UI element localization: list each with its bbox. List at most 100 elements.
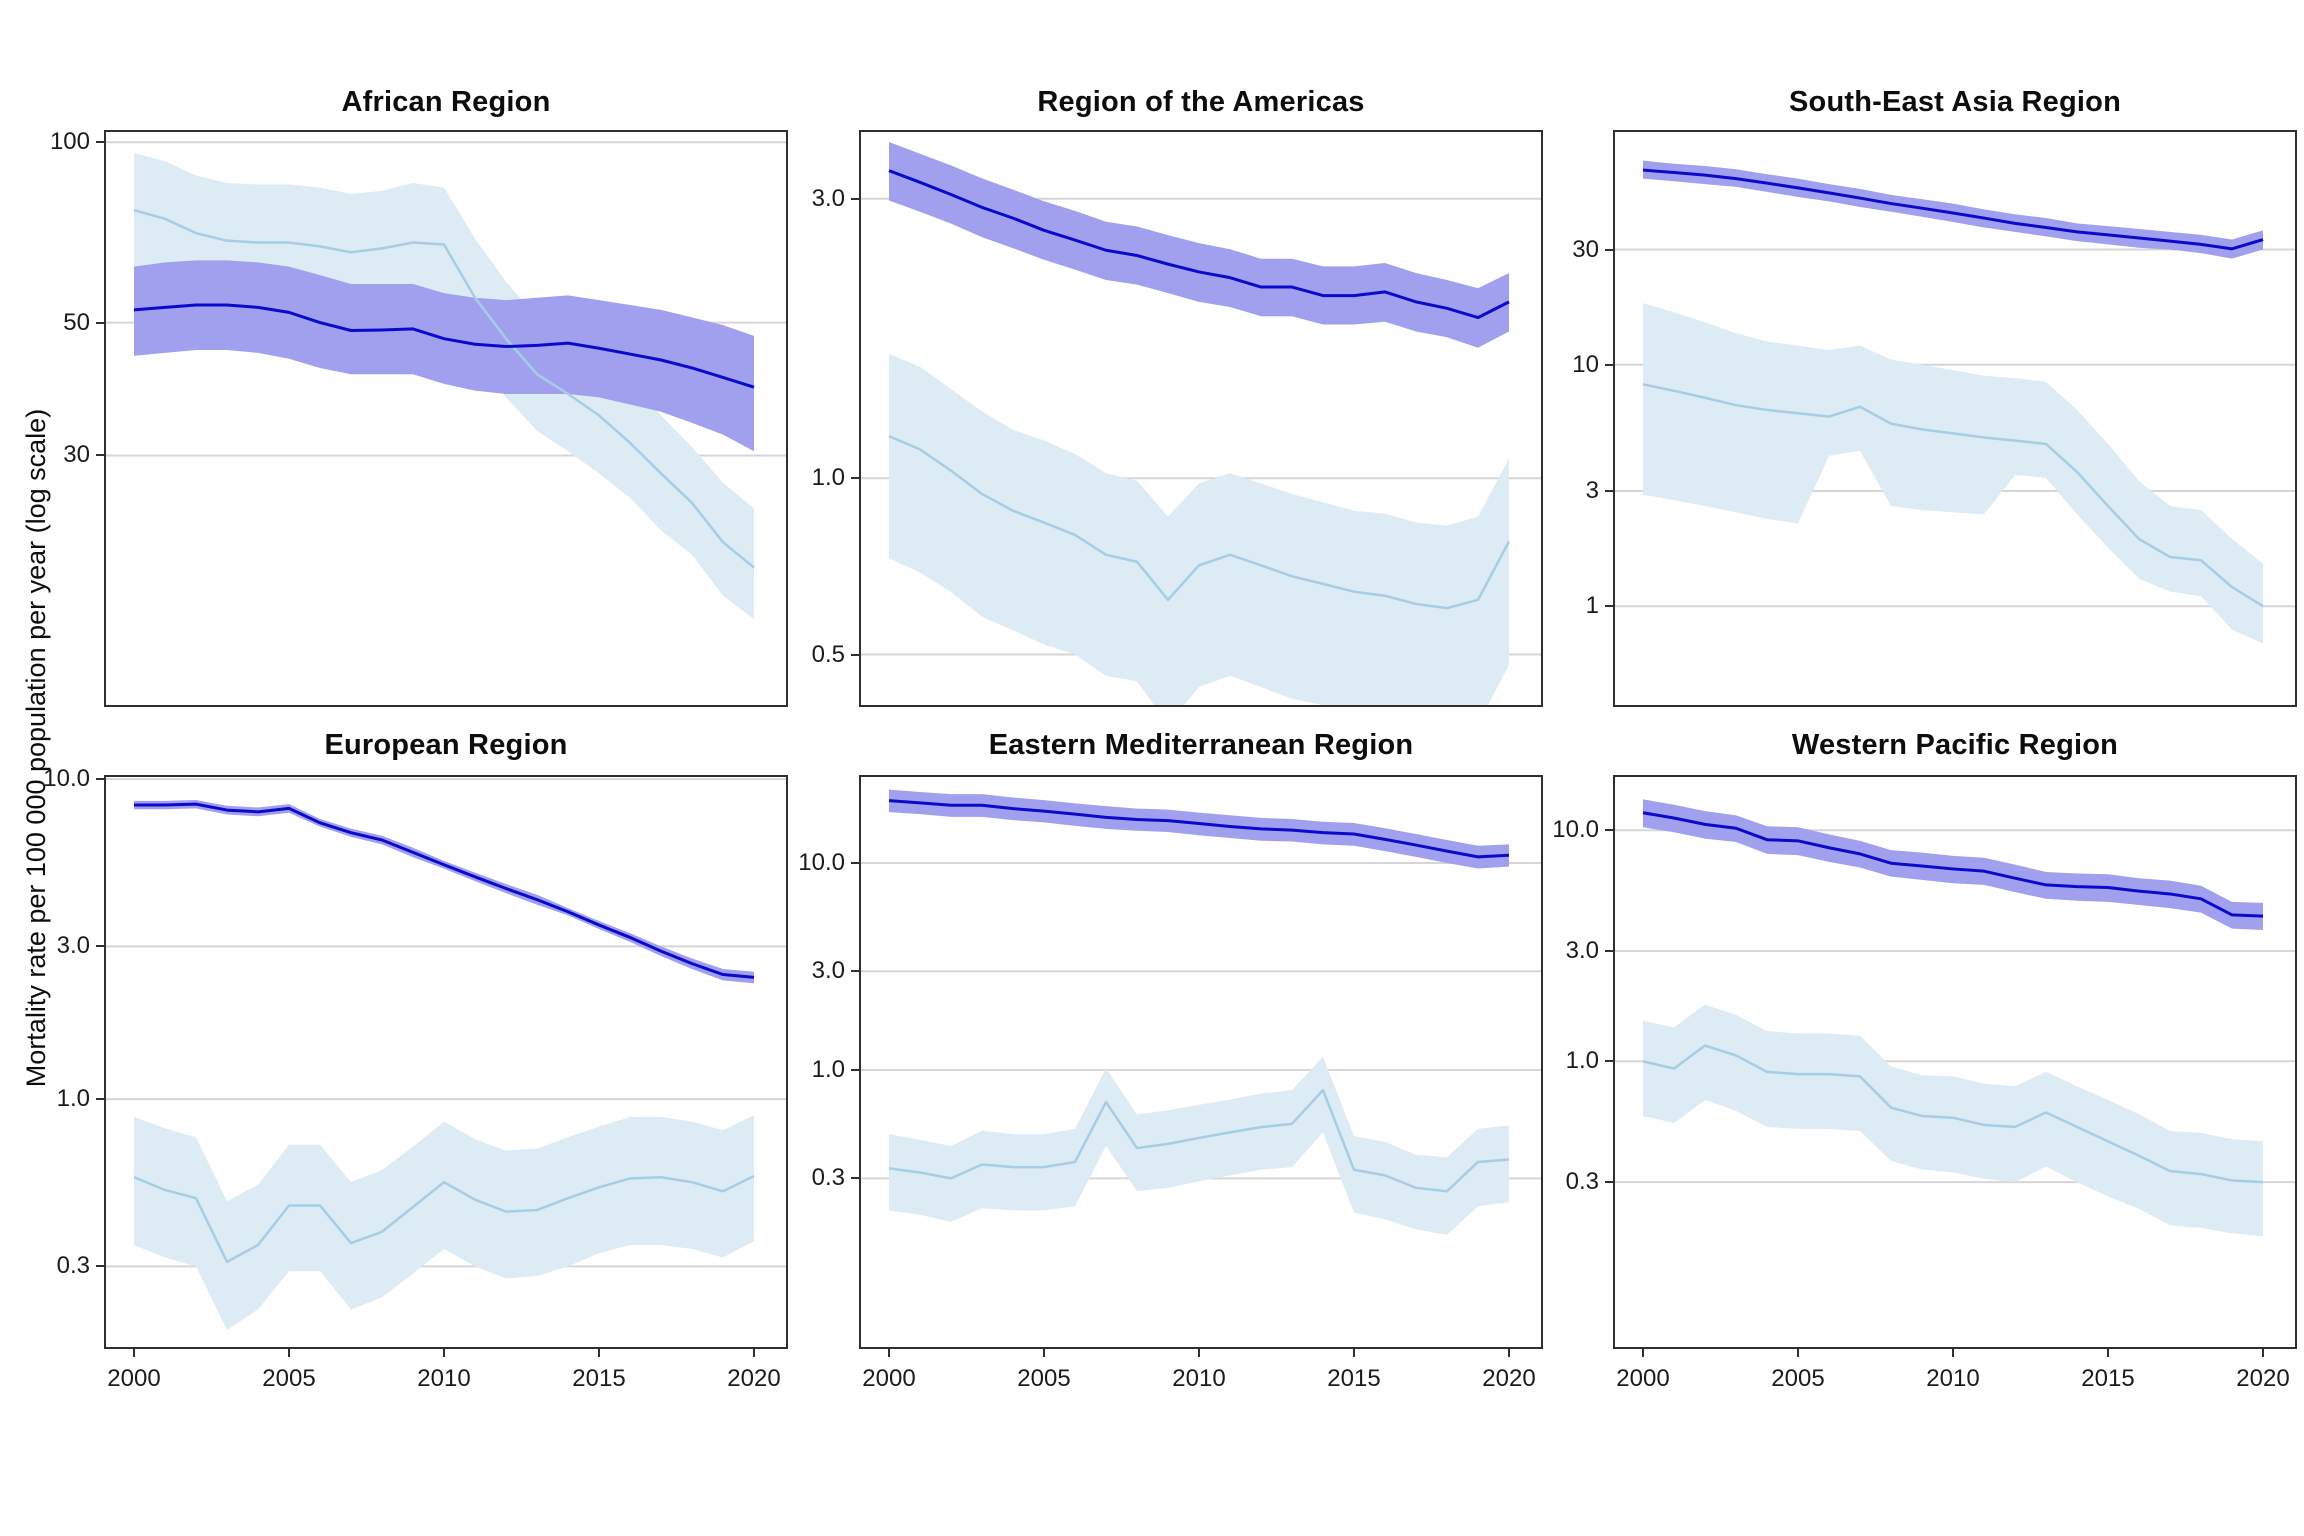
y-tick-mark — [1605, 950, 1613, 953]
y-tick-mark — [851, 197, 859, 200]
chart-title-african-region: African Region — [341, 86, 551, 118]
y-tick-label: 0.3 — [811, 1164, 845, 1192]
chart-title-eastern-mediterranean-region: Eastern Mediterranean Region — [988, 729, 1414, 761]
y-tick-label: 0.5 — [811, 640, 845, 668]
light-blue-estimate-band — [134, 1115, 754, 1330]
x-tick-label: 2020 — [727, 1365, 781, 1392]
y-tick-label: 1.0 — [1565, 1047, 1599, 1075]
x-tick-mark — [2107, 1349, 2109, 1357]
x-tick-label: 2015 — [2081, 1365, 2135, 1392]
x-tick-mark — [1508, 1349, 1510, 1357]
y-tick-label: 3.0 — [1565, 937, 1599, 965]
light-blue-estimate-line — [133, 209, 755, 569]
x-tick-mark — [1353, 1349, 1355, 1357]
dark-blue-estimate-band — [1643, 160, 2263, 259]
x-tick-mark — [1952, 1349, 1954, 1357]
plot-panel-south-east-asia-region — [1613, 130, 2297, 707]
y-axis-title: Mortality rate per 100 000 population pe… — [21, 408, 51, 1088]
y-tick-mark — [96, 321, 104, 324]
light-blue-estimate-line — [888, 1088, 1510, 1193]
y-tick-mark — [851, 1177, 859, 1180]
x-tick-mark — [2262, 1349, 2264, 1357]
y-tick-label: 1.0 — [811, 464, 845, 492]
chart-title-south-east-asia-region: South-East Asia Region — [1788, 86, 2122, 118]
x-tick-label: 2010 — [1926, 1365, 1980, 1392]
chart-title-region-of-the-americas: Region of the Americas — [1037, 86, 1365, 118]
y-tick-mark — [96, 454, 104, 457]
y-tick-label: 1.0 — [811, 1056, 845, 1084]
y-tick-label: 10.0 — [43, 765, 90, 793]
x-tick-label: 2005 — [1017, 1365, 1071, 1392]
y-tick-label: 1 — [1585, 592, 1599, 620]
x-tick-mark — [753, 1349, 755, 1357]
dark-blue-estimate-band — [1643, 799, 2263, 931]
y-tick-label: 100 — [49, 128, 90, 156]
y-tick-label: 1.0 — [56, 1085, 90, 1113]
y-tick-mark — [851, 970, 859, 973]
y-tick-mark — [1605, 490, 1613, 493]
y-tick-label: 3.0 — [56, 932, 90, 960]
dark-blue-estimate-band — [889, 141, 1509, 348]
light-blue-estimate-band — [889, 353, 1509, 705]
x-tick-mark — [1642, 1349, 1644, 1357]
chart-canvas — [1615, 160, 2295, 644]
y-tick-mark — [1605, 1181, 1613, 1184]
x-tick-label: 2000 — [862, 1365, 916, 1392]
chart-canvas — [106, 141, 786, 620]
dark-blue-estimate-band — [134, 260, 754, 452]
chart-title-western-pacific-region: Western Pacific Region — [1791, 729, 2119, 761]
x-tick-mark — [443, 1349, 445, 1357]
plot-panel-european-region — [104, 775, 788, 1349]
y-tick-mark — [1605, 829, 1613, 832]
chart-canvas — [106, 778, 786, 1330]
y-tick-mark — [96, 1265, 104, 1268]
light-blue-estimate-band — [889, 1056, 1509, 1235]
plot-panel-western-pacific-region — [1613, 775, 2297, 1349]
x-tick-mark — [598, 1349, 600, 1357]
y-tick-label: 10.0 — [1552, 816, 1599, 844]
y-tick-mark — [1605, 1060, 1613, 1063]
chart-canvas — [861, 789, 1541, 1235]
plot-panel-eastern-mediterranean-region — [859, 775, 1543, 1349]
y-tick-label: 50 — [63, 308, 90, 336]
y-tick-mark — [1605, 248, 1613, 251]
plot-panel-region-of-the-americas — [859, 130, 1543, 707]
dark-blue-estimate-band — [134, 800, 754, 984]
x-tick-mark — [888, 1349, 890, 1357]
dark-blue-estimate-line — [888, 799, 1510, 859]
x-tick-label: 2010 — [417, 1365, 471, 1392]
dark-blue-estimate-line — [1642, 811, 2264, 918]
y-tick-label: 0.3 — [56, 1252, 90, 1280]
dark-blue-estimate-band — [889, 789, 1509, 869]
y-tick-mark — [96, 778, 104, 781]
y-tick-mark — [851, 861, 859, 864]
x-tick-mark — [1797, 1349, 1799, 1357]
x-tick-label: 2000 — [107, 1365, 161, 1392]
x-tick-mark — [288, 1349, 290, 1357]
x-tick-label: 2015 — [1327, 1365, 1381, 1392]
dark-blue-estimate-line — [888, 169, 1510, 320]
y-tick-mark — [851, 477, 859, 480]
y-tick-label: 30 — [1572, 235, 1599, 263]
y-tick-mark — [1605, 605, 1613, 608]
chart-canvas — [861, 141, 1541, 705]
y-tick-mark — [851, 1069, 859, 1072]
y-tick-mark — [851, 653, 859, 656]
dark-blue-estimate-line — [133, 303, 755, 389]
chart-canvas — [1615, 799, 2295, 1237]
chart-title-european-region: European Region — [324, 729, 568, 761]
light-blue-estimate-band — [1643, 1004, 2263, 1237]
light-blue-estimate-line — [1642, 383, 2264, 608]
x-tick-label: 2020 — [2236, 1365, 2290, 1392]
x-tick-mark — [1043, 1349, 1045, 1357]
y-tick-mark — [96, 945, 104, 948]
plot-panel-african-region — [104, 130, 788, 707]
y-tick-label: 3 — [1585, 477, 1599, 505]
y-tick-mark — [96, 1098, 104, 1101]
x-tick-label: 2000 — [1616, 1365, 1670, 1392]
x-tick-label: 2010 — [1172, 1365, 1226, 1392]
y-tick-mark — [1605, 363, 1613, 366]
x-tick-label: 2020 — [1482, 1365, 1536, 1392]
light-blue-estimate-line — [888, 434, 1511, 610]
